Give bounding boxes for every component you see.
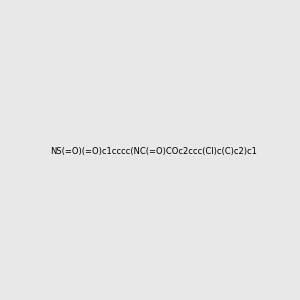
Text: NS(=O)(=O)c1cccc(NC(=O)COc2ccc(Cl)c(C)c2)c1: NS(=O)(=O)c1cccc(NC(=O)COc2ccc(Cl)c(C)c2… (50, 147, 257, 156)
